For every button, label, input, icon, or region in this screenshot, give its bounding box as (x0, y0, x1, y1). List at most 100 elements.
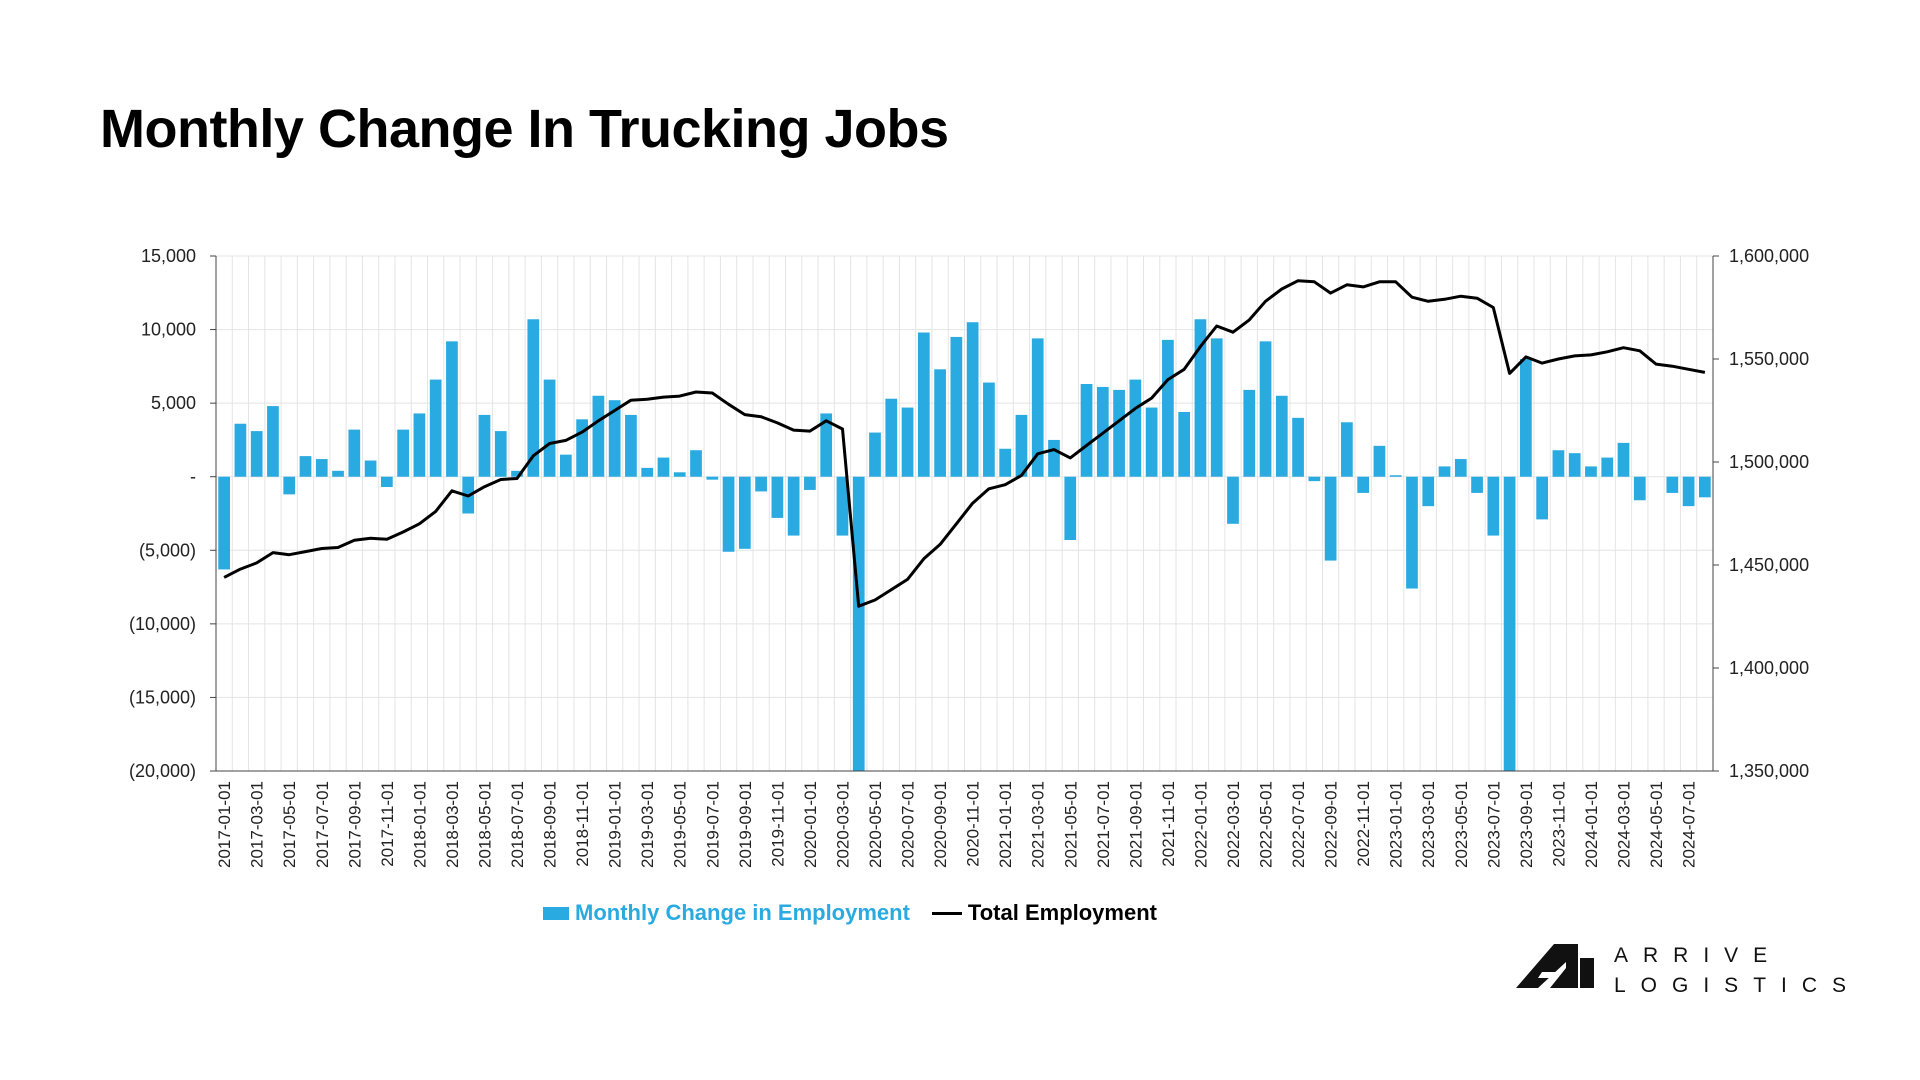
bar (1471, 476, 1483, 493)
bar (348, 429, 361, 477)
y-left-tick-label: 10,000 (141, 320, 196, 340)
bar (234, 423, 247, 477)
x-tick-label: 2022-11-01 (1354, 781, 1373, 867)
bar (1308, 476, 1321, 482)
bar (592, 395, 605, 477)
x-tick-label: 2017-03-01 (248, 781, 267, 868)
x-tick-label: 2021-01-01 (996, 781, 1015, 868)
x-tick-label: 2022-03-01 (1224, 781, 1243, 868)
bar (1406, 476, 1418, 589)
x-tick-label: 2018-05-01 (475, 781, 494, 868)
bar (494, 431, 507, 477)
x-tick-label: 2017-09-01 (345, 781, 364, 868)
x-tick-label: 2018-11-01 (573, 781, 592, 867)
legend-item-bar: Monthly Change in Employment (543, 900, 910, 926)
bar (1438, 466, 1451, 477)
bar (1389, 475, 1402, 477)
x-tick-label: 2024-05-01 (1647, 781, 1666, 868)
bar (1015, 414, 1028, 477)
bar (1487, 476, 1500, 536)
x-tick-label: 2024-07-01 (1680, 781, 1699, 868)
bar (1503, 476, 1516, 771)
bar (738, 476, 751, 549)
bar (1064, 476, 1077, 540)
bar (1699, 476, 1711, 498)
x-tick-label: 2023-11-01 (1549, 781, 1568, 867)
bar (885, 398, 898, 477)
x-tick-label: 2018-03-01 (443, 781, 462, 868)
bar (1552, 450, 1565, 477)
logo-word-logistics: LOGISTICS (1614, 974, 1862, 997)
y-right-tick-label: 1,600,000 (1729, 246, 1809, 266)
y-left-tick-label: (10,000) (129, 614, 196, 634)
x-tick-label: 2017-11-01 (378, 781, 397, 867)
x-tick-label: 2023-03-01 (1419, 781, 1438, 868)
x-tick-label: 2022-05-01 (1257, 781, 1276, 868)
bar (283, 476, 296, 495)
x-tick-label: 2019-09-01 (736, 781, 755, 868)
bar (1178, 411, 1191, 477)
x-tick-label: 2019-01-01 (606, 781, 625, 868)
bar (1048, 439, 1060, 477)
x-tick-label: 2021-11-01 (1159, 781, 1178, 867)
y-left-tick-label: - (190, 467, 196, 487)
bar (429, 379, 442, 477)
x-tick-label: 2023-05-01 (1452, 781, 1471, 868)
x-tick-label: 2019-07-01 (703, 781, 722, 868)
line-series (223, 279, 1706, 608)
x-tick-label: 2020-07-01 (899, 781, 918, 868)
bar (299, 456, 312, 477)
y-right-tick-label: 1,500,000 (1729, 452, 1809, 472)
legend-swatch-line (931, 911, 962, 915)
y-left-tick-label: 5,000 (151, 393, 196, 413)
bar (1585, 466, 1597, 477)
bar (1194, 319, 1207, 477)
y-left-tick-label: (15,000) (129, 687, 196, 707)
bar (1633, 476, 1646, 501)
bar (1324, 476, 1337, 561)
bar (1682, 476, 1695, 507)
x-tick-label: 2020-05-01 (866, 781, 885, 868)
bar (1129, 379, 1142, 477)
bar (934, 369, 946, 477)
arrive-logistics-logo: ARRIVE LOGISTICS (1516, 944, 1856, 1008)
bar (559, 454, 572, 477)
tick-labels: 15,000 10,000 5,000 - (5,000) (10,000) (15,000… (129, 246, 1809, 868)
bar (820, 413, 833, 477)
bar (543, 379, 556, 477)
x-tick-label: 2024-03-01 (1615, 781, 1634, 868)
x-tick-label: 2021-03-01 (1029, 781, 1048, 868)
y-right-tick-label: 1,350,000 (1729, 761, 1809, 781)
x-tick-label: 2020-03-01 (833, 781, 852, 868)
bar (1357, 476, 1370, 493)
x-tick-label: 2022-01-01 (1191, 781, 1210, 868)
bar (1243, 389, 1256, 477)
bar (511, 470, 523, 477)
bar (608, 400, 621, 477)
bar (722, 476, 735, 552)
legend-swatch-bar (543, 906, 570, 920)
bar (250, 431, 263, 477)
bar (787, 476, 800, 536)
bar (267, 406, 279, 477)
bar (1259, 341, 1272, 477)
bar (218, 476, 230, 570)
y-left-tick-label: (5,000) (139, 540, 196, 560)
bar (836, 476, 849, 536)
x-tick-label: 2018-09-01 (541, 781, 560, 868)
bar (771, 476, 784, 518)
total-employment-line (223, 279, 1706, 608)
x-tick-label: 2017-07-01 (313, 781, 332, 868)
y-right-tick-label: 1,450,000 (1729, 555, 1809, 575)
x-tick-label: 2023-09-01 (1517, 781, 1536, 868)
bar (901, 407, 914, 477)
x-tick-label: 2024-01-01 (1582, 781, 1601, 868)
chart-legend: Monthly Change in Employment Total Emplo… (0, 900, 1700, 926)
bar (1162, 339, 1174, 477)
bar (413, 413, 426, 477)
bar (1341, 422, 1353, 477)
bar (690, 450, 702, 477)
bar (869, 432, 881, 477)
bar (1292, 417, 1304, 477)
